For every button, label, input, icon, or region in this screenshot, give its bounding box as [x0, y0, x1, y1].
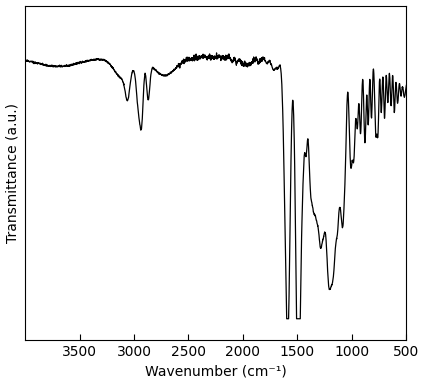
Y-axis label: Transmittance (a.u.): Transmittance (a.u.): [6, 103, 20, 243]
X-axis label: Wavenumber (cm⁻¹): Wavenumber (cm⁻¹): [145, 364, 286, 379]
